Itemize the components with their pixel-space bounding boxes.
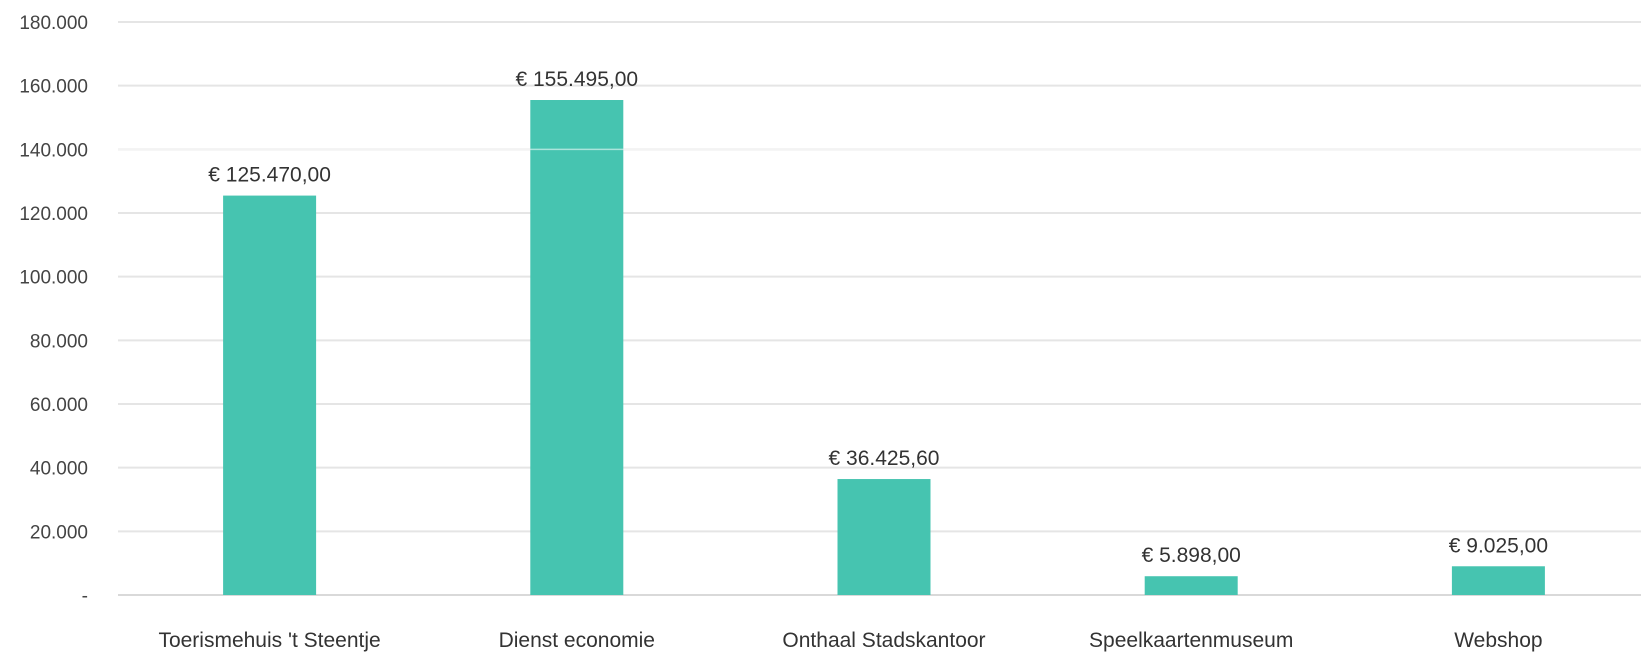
y-tick-label: - [82, 586, 88, 607]
data-label: € 9.025,00 [1449, 534, 1548, 557]
bars [118, 100, 1641, 596]
bar [223, 195, 317, 596]
y-tick-label: 160.000 [19, 77, 88, 98]
y-tick-label: 100.000 [19, 268, 88, 289]
gridlines [118, 21, 1641, 596]
x-tick-label: Onthaal Stadskantoor [782, 629, 985, 652]
y-tick-label: 60.000 [30, 395, 88, 416]
y-axis-ticks: - 20.000 40.000 60.000 80.000 100.000 120.000 1… [19, 13, 88, 607]
y-tick-label: 140.000 [19, 140, 88, 161]
x-tick-label: Speelkaartenmuseum [1089, 629, 1293, 652]
bar [837, 479, 931, 595]
data-labels: € 125.470,00 € 155.495,00 € 36.425,60 € 5.8… [208, 68, 1548, 567]
y-tick-label: 180.000 [19, 13, 88, 34]
y-tick-label: 20.000 [30, 522, 88, 543]
data-label: € 36.425,60 [829, 447, 940, 470]
x-tick-label: Toerismehuis 't Steentje [158, 629, 380, 652]
data-label: € 155.495,00 [515, 68, 638, 91]
bar [1144, 576, 1238, 595]
y-tick-label: 40.000 [30, 459, 88, 480]
x-tick-label: Webshop [1454, 629, 1542, 652]
y-tick-label: 120.000 [19, 204, 88, 225]
data-label: € 5.898,00 [1142, 544, 1241, 567]
x-axis-labels: Toerismehuis 't Steentje Dienst economie O… [158, 629, 1542, 652]
y-tick-label: 80.000 [30, 331, 88, 352]
bar [530, 100, 624, 596]
data-label: € 125.470,00 [208, 164, 331, 187]
x-tick-label: Dienst economie [499, 629, 655, 652]
bar [1451, 566, 1545, 595]
